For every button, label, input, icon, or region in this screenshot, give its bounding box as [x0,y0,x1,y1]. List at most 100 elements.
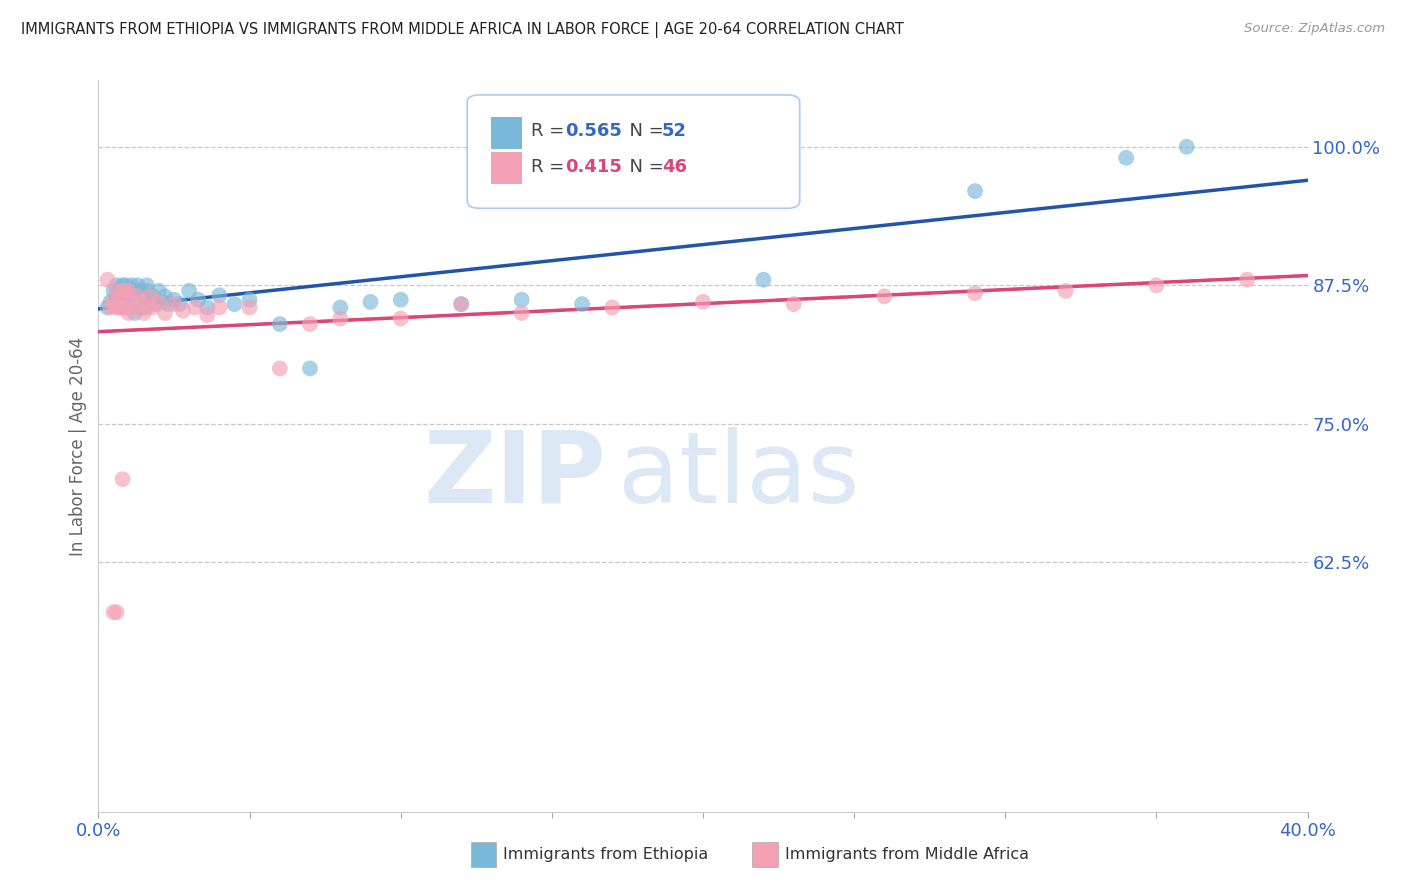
Point [163,293,186,307]
Text: 46: 46 [662,158,688,176]
Point [127,278,149,293]
Point [172,303,194,318]
Point [965,286,987,301]
Point [187,293,209,307]
Point [114,294,136,309]
Point [135,278,157,293]
Point [752,273,775,287]
Point [169,297,191,311]
Point [163,297,186,311]
Point [105,289,128,303]
Text: Source: ZipAtlas.com: Source: ZipAtlas.com [1244,22,1385,36]
Point [114,301,136,315]
Point [129,284,152,298]
Point [108,284,131,298]
Point [153,289,176,303]
Text: atlas: atlas [619,426,860,524]
Y-axis label: In Labor Force | Age 20-64: In Labor Force | Age 20-64 [69,336,87,556]
Point [329,301,352,315]
Point [121,278,143,293]
Point [118,306,141,320]
Text: Immigrants from Middle Africa: Immigrants from Middle Africa [785,847,1029,862]
Point [142,301,165,315]
Point [153,306,176,320]
Point [100,301,122,315]
Point [195,308,218,322]
Point [111,472,134,486]
Point [450,297,472,311]
Point [118,284,141,298]
Point [135,301,157,315]
Point [108,289,131,303]
Point [105,284,128,298]
Text: 52: 52 [662,122,688,140]
Point [145,297,167,311]
Point [184,301,207,315]
Point [132,306,155,320]
Point [111,284,134,298]
Point [783,297,806,311]
Point [139,294,162,309]
Point [135,284,157,298]
Point [148,294,170,309]
Point [132,301,155,315]
Text: R =: R = [531,122,571,140]
Point [1236,273,1258,287]
Point [103,294,125,309]
Point [269,361,291,376]
Text: N =: N = [619,122,669,140]
Text: N =: N = [619,158,669,176]
Point [224,297,246,311]
Point [118,284,141,298]
Point [239,301,262,315]
Point [103,284,125,298]
Text: 0.415: 0.415 [565,158,621,176]
Point [121,294,143,309]
Point [132,289,155,303]
Point [100,294,122,309]
Point [389,311,412,326]
Point [692,294,714,309]
Point [1115,151,1137,165]
Point [118,301,141,315]
Point [124,306,146,320]
Point [208,288,231,302]
Point [96,273,118,287]
Point [510,293,533,307]
Point [239,293,262,307]
Text: ZIP: ZIP [423,426,606,524]
Point [105,278,128,293]
Text: R =: R = [531,158,571,176]
Point [602,301,624,315]
Point [96,301,118,315]
Point [114,284,136,298]
Point [139,289,162,303]
FancyBboxPatch shape [492,152,522,184]
Point [105,605,128,619]
Point [965,184,987,198]
FancyBboxPatch shape [492,117,522,149]
Point [124,284,146,298]
Point [105,301,128,315]
Point [1054,284,1077,298]
Point [179,284,201,298]
Text: IMMIGRANTS FROM ETHIOPIA VS IMMIGRANTS FROM MIDDLE AFRICA IN LABOR FORCE | AGE 2: IMMIGRANTS FROM ETHIOPIA VS IMMIGRANTS F… [21,22,904,38]
Point [299,361,322,376]
Point [142,289,165,303]
Point [148,284,170,298]
Point [873,289,896,303]
Point [389,293,412,307]
FancyBboxPatch shape [467,95,800,209]
Point [111,301,134,315]
Point [129,301,152,315]
Point [127,294,149,309]
Point [111,301,134,315]
Point [114,278,136,293]
Point [108,294,131,309]
Point [1175,140,1198,154]
Text: Immigrants from Ethiopia: Immigrants from Ethiopia [503,847,709,862]
Point [360,294,382,309]
Point [510,306,533,320]
Point [208,301,231,315]
Point [1144,278,1167,293]
